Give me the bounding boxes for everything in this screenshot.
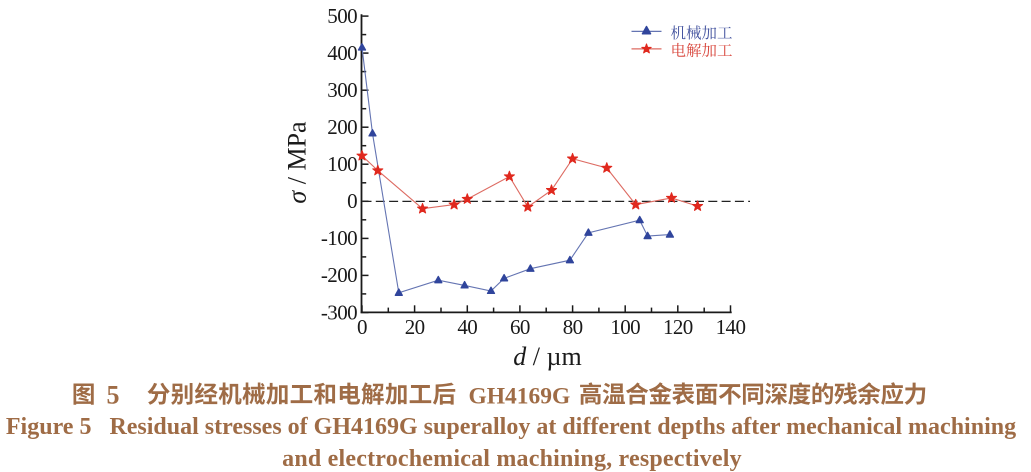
svg-text:0: 0: [357, 315, 367, 339]
svg-text:-200: -200: [321, 263, 357, 287]
svg-text:400: 400: [327, 41, 357, 65]
svg-text:200: 200: [327, 115, 357, 139]
svg-text:120: 120: [663, 315, 693, 339]
svg-text:40: 40: [457, 315, 477, 339]
svg-text:140: 140: [716, 315, 746, 339]
svg-text:-100: -100: [321, 226, 357, 250]
svg-text:300: 300: [327, 78, 357, 102]
svg-text:5: 5: [107, 381, 120, 410]
svg-text:d / µm: d / µm: [513, 342, 581, 371]
svg-text:Figure 5 Residual stresses o: Figure 5 Residual stresses of GH4169G su…: [6, 414, 1016, 440]
svg-text:GH4169G: GH4169G: [469, 384, 571, 410]
svg-text:60: 60: [510, 315, 530, 339]
svg-text:-300: -300: [321, 300, 357, 324]
svg-text:0: 0: [347, 189, 357, 213]
svg-text:100: 100: [610, 315, 640, 339]
svg-text:500: 500: [327, 4, 357, 28]
svg-text:σ / MPa: σ / MPa: [283, 121, 312, 204]
svg-text:80: 80: [563, 315, 583, 339]
svg-text:and electrochemical machining,: and electrochemical machining, respectiv…: [282, 446, 742, 472]
svg-text:100: 100: [327, 152, 357, 176]
svg-text:20: 20: [405, 315, 425, 339]
